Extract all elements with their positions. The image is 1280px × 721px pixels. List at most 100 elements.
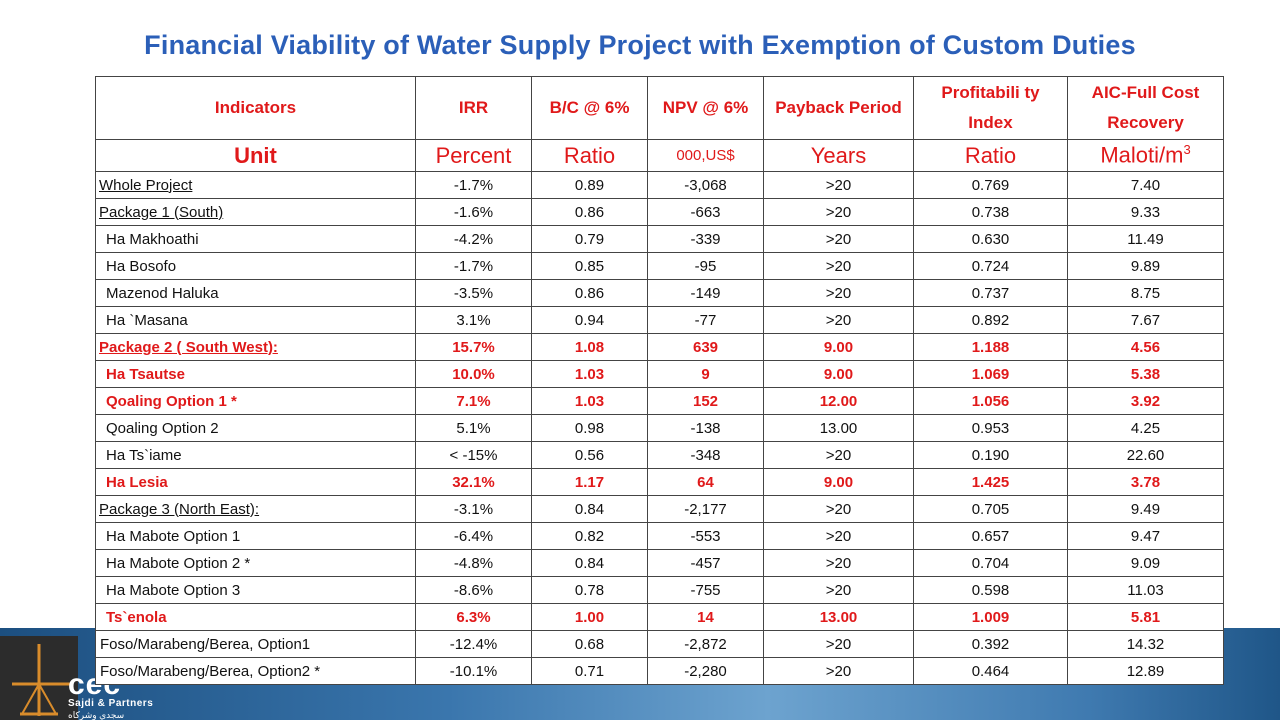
row-bc: 0.79 xyxy=(531,225,648,253)
unit-label: Unit xyxy=(95,139,416,172)
table-row: Qoaling Option 2 5.1% 0.98 -138 13.00 0.953 4.… xyxy=(95,414,1224,442)
row-irr: -4.2% xyxy=(415,225,532,253)
row-bc: 0.84 xyxy=(531,549,648,577)
row-pi: 0.598 xyxy=(913,576,1068,604)
row-irr: -1.7% xyxy=(415,171,532,199)
row-indicator: Whole Project xyxy=(95,171,416,199)
row-payback: >20 xyxy=(763,279,914,307)
unit-aic-text: Maloti/m xyxy=(1100,142,1184,168)
row-indicator: Package 1 (South) xyxy=(95,198,416,226)
row-payback: >20 xyxy=(763,171,914,199)
table-row: Package 1 (South) -1.6% 0.86 -663 >20 0.738 9.… xyxy=(95,198,1224,226)
row-aic: 9.09 xyxy=(1067,549,1224,577)
row-npv: 639 xyxy=(647,333,764,361)
row-aic: 11.49 xyxy=(1067,225,1224,253)
row-payback: >20 xyxy=(763,306,914,334)
row-pi: 0.738 xyxy=(913,198,1068,226)
row-bc: 0.56 xyxy=(531,441,648,469)
row-payback: >20 xyxy=(763,198,914,226)
row-npv: -3,068 xyxy=(647,171,764,199)
row-indicator: Foso/Marabeng/Berea, Option2 * xyxy=(95,657,416,685)
row-pi: 1.009 xyxy=(913,603,1068,631)
row-aic: 4.56 xyxy=(1067,333,1224,361)
row-pi: 0.704 xyxy=(913,549,1068,577)
row-pi: 0.892 xyxy=(913,306,1068,334)
row-bc: 1.03 xyxy=(531,387,648,415)
row-aic: 9.89 xyxy=(1067,252,1224,280)
row-irr: -3.1% xyxy=(415,495,532,523)
row-bc: 0.85 xyxy=(531,252,648,280)
row-indicator: Ha Mabote Option 1 xyxy=(95,522,416,550)
row-aic: 11.03 xyxy=(1067,576,1224,604)
row-irr: -12.4% xyxy=(415,630,532,658)
row-payback: 9.00 xyxy=(763,360,914,388)
row-aic: 14.32 xyxy=(1067,630,1224,658)
row-pi: 0.737 xyxy=(913,279,1068,307)
unit-row: Unit Percent Ratio 000,US$ Years Ratio M… xyxy=(95,139,1224,172)
row-irr: 3.1% xyxy=(415,306,532,334)
header-profitability-index: Profitabili ty Index xyxy=(913,76,1068,140)
table-row: Ha `Masana 3.1% 0.94 -77 >20 0.892 7.67 xyxy=(95,306,1224,334)
header-bc: B/C @ 6% xyxy=(531,76,648,140)
row-bc: 1.03 xyxy=(531,360,648,388)
row-pi: 0.705 xyxy=(913,495,1068,523)
row-aic: 9.47 xyxy=(1067,522,1224,550)
row-irr: -3.5% xyxy=(415,279,532,307)
table-row: Ha Mabote Option 1 -6.4% 0.82 -553 >20 0.657 9… xyxy=(95,522,1224,550)
row-pi: 0.769 xyxy=(913,171,1068,199)
unit-aic: Maloti/m3 xyxy=(1067,139,1224,172)
row-payback: >20 xyxy=(763,576,914,604)
row-indicator: Ha Tsautse xyxy=(95,360,416,388)
row-irr: -10.1% xyxy=(415,657,532,685)
row-indicator: Ha `Masana xyxy=(95,306,416,334)
row-pi: 1.425 xyxy=(913,468,1068,496)
unit-irr: Percent xyxy=(415,139,532,172)
row-npv: -755 xyxy=(647,576,764,604)
row-payback: 13.00 xyxy=(763,414,914,442)
row-pi: 1.069 xyxy=(913,360,1068,388)
row-payback: 9.00 xyxy=(763,468,914,496)
row-payback: >20 xyxy=(763,522,914,550)
row-indicator: Qoaling Option 1 * xyxy=(95,387,416,415)
table-row: Ha Tsautse 10.0% 1.03 9 9.00 1.069 5.38 xyxy=(95,360,1224,388)
row-npv: -2,280 xyxy=(647,657,764,685)
header-row: Indicators IRR B/C @ 6% NPV @ 6% Payback… xyxy=(95,76,1224,140)
row-aic: 9.33 xyxy=(1067,198,1224,226)
header-indicators: Indicators xyxy=(95,76,416,140)
row-payback: 9.00 xyxy=(763,333,914,361)
row-irr: -1.7% xyxy=(415,252,532,280)
logo-mark-icon xyxy=(12,644,70,716)
unit-pi: Ratio xyxy=(913,139,1068,172)
table-row: Qoaling Option 1 * 7.1% 1.03 152 12.00 1.056 3… xyxy=(95,387,1224,415)
row-pi: 0.630 xyxy=(913,225,1068,253)
row-aic: 9.49 xyxy=(1067,495,1224,523)
page-title: Financial Viability of Water Supply Proj… xyxy=(144,30,1136,60)
row-indicator: Mazenod Haluka xyxy=(95,279,416,307)
row-payback: >20 xyxy=(763,441,914,469)
row-pi: 0.953 xyxy=(913,414,1068,442)
table-row: Ha Mabote Option 2 * -4.8% 0.84 -457 >20 0.70… xyxy=(95,549,1224,577)
logo-subtitle-arabic: سجدي وشركاه xyxy=(68,710,125,720)
row-bc: 0.98 xyxy=(531,414,648,442)
unit-npv: 000,US$ xyxy=(647,139,764,172)
row-indicator: Ha Bosofo xyxy=(95,252,416,280)
row-npv: -457 xyxy=(647,549,764,577)
row-payback: >20 xyxy=(763,225,914,253)
table-row: Ha Makhoathi -4.2% 0.79 -339 >20 0.630 11.49 xyxy=(95,225,1224,253)
row-bc: 0.78 xyxy=(531,576,648,604)
row-indicator: Ha Makhoathi xyxy=(95,225,416,253)
row-aic: 12.89 xyxy=(1067,657,1224,685)
row-npv: -553 xyxy=(647,522,764,550)
table-row: Foso/Marabeng/Berea, Option2 * -10.1% 0.71… xyxy=(95,657,1224,685)
row-npv: -77 xyxy=(647,306,764,334)
row-indicator: Package 3 (North East): xyxy=(95,495,416,523)
row-indicator: Qoaling Option 2 xyxy=(95,414,416,442)
table-row: Mazenod Haluka -3.5% 0.86 -149 >20 0.737 8.75 xyxy=(95,279,1224,307)
logo-subtitle: Sajdi & Partners xyxy=(68,698,154,709)
row-npv: 152 xyxy=(647,387,764,415)
row-indicator: Ts`enola xyxy=(95,603,416,631)
row-irr: 5.1% xyxy=(415,414,532,442)
row-bc: 0.84 xyxy=(531,495,648,523)
row-pi: 1.056 xyxy=(913,387,1068,415)
row-payback: >20 xyxy=(763,549,914,577)
